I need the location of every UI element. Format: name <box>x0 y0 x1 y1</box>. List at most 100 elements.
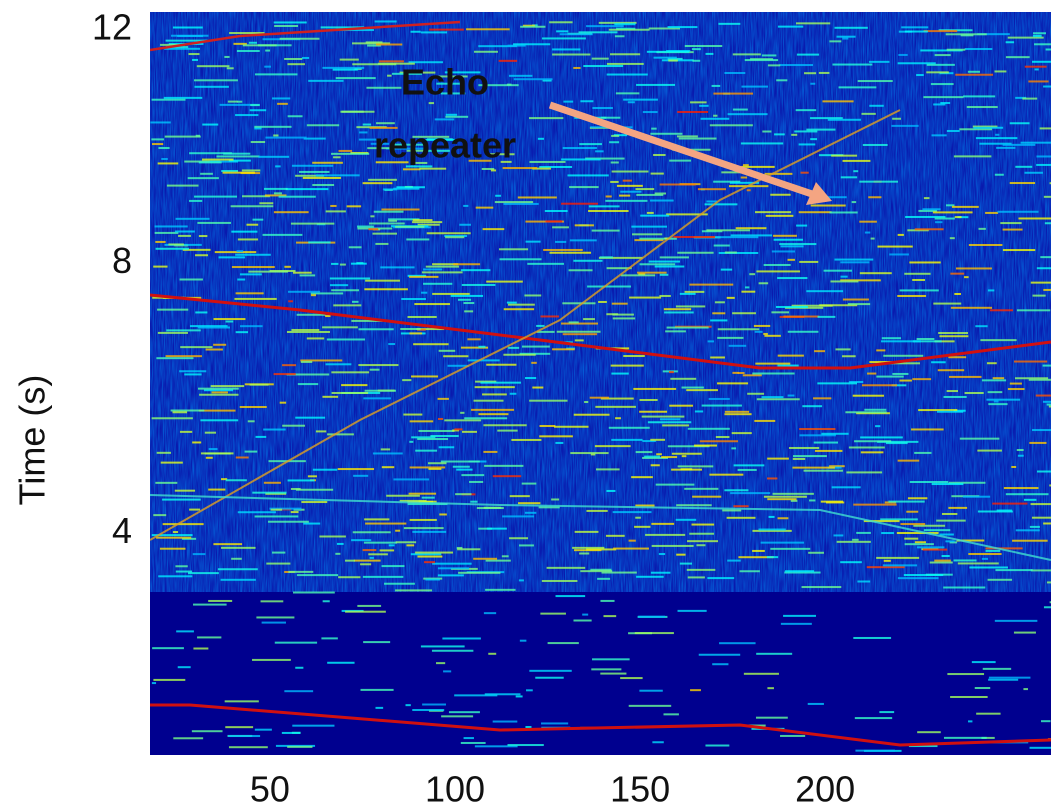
streak <box>934 54 951 57</box>
streak <box>484 693 521 696</box>
streak <box>1002 228 1023 231</box>
streak <box>503 308 535 311</box>
streak <box>529 669 572 672</box>
streak <box>235 292 264 295</box>
streak <box>707 340 715 343</box>
streak <box>282 364 297 367</box>
streak <box>727 113 768 116</box>
streak <box>365 279 400 282</box>
streak <box>653 153 666 156</box>
streak <box>384 582 415 585</box>
streak <box>862 143 888 146</box>
streak <box>193 647 209 650</box>
streak <box>1029 441 1047 444</box>
streak <box>943 736 987 739</box>
streak <box>189 508 201 511</box>
streak <box>402 168 421 171</box>
streak <box>241 169 261 172</box>
streak <box>244 450 258 453</box>
streak <box>752 372 795 375</box>
streak <box>679 292 696 295</box>
streak <box>409 420 434 423</box>
streak <box>950 306 993 309</box>
streak <box>417 555 443 558</box>
streak <box>639 398 658 401</box>
streak <box>1009 122 1030 125</box>
streak <box>428 467 442 470</box>
streak <box>406 238 430 241</box>
streak <box>755 716 788 719</box>
streak <box>586 509 608 512</box>
streak <box>490 169 497 172</box>
streak <box>422 703 447 706</box>
streak <box>849 381 864 384</box>
streak <box>684 487 719 490</box>
streak <box>861 112 876 115</box>
streak <box>182 537 197 540</box>
streak <box>284 265 291 268</box>
streak <box>331 289 360 292</box>
streak <box>367 44 381 47</box>
streak <box>369 368 380 371</box>
streak <box>898 53 908 56</box>
streak <box>799 428 836 431</box>
streak <box>1023 688 1028 691</box>
streak <box>287 479 315 482</box>
streak <box>779 243 817 246</box>
streak <box>764 334 781 337</box>
streak <box>235 253 271 256</box>
streak <box>1002 249 1036 252</box>
streak <box>810 82 816 85</box>
streak <box>372 452 403 455</box>
streak <box>483 424 527 427</box>
streak <box>364 288 408 291</box>
streak <box>519 544 534 547</box>
streak <box>859 220 877 223</box>
streak <box>254 125 292 128</box>
streak <box>456 546 463 549</box>
streak <box>412 219 433 222</box>
streak <box>300 360 313 363</box>
streak <box>620 190 642 193</box>
streak <box>609 141 620 144</box>
streak <box>777 354 804 357</box>
streak <box>853 170 859 173</box>
streak <box>175 565 188 568</box>
streak <box>988 678 1019 681</box>
streak <box>285 188 329 191</box>
streak <box>157 331 188 334</box>
streak <box>818 71 830 74</box>
streak <box>413 343 449 346</box>
streak <box>495 194 502 197</box>
streak <box>860 451 884 454</box>
streak <box>992 377 1005 380</box>
streak <box>461 430 477 433</box>
streak <box>376 122 395 125</box>
streak <box>1022 97 1038 100</box>
streak <box>880 518 918 521</box>
x-tick-label: 50 <box>250 769 290 810</box>
streak <box>741 165 775 168</box>
streak <box>478 345 486 348</box>
streak <box>559 33 593 36</box>
streak <box>981 379 1007 382</box>
streak <box>569 239 597 242</box>
streak <box>712 312 726 315</box>
streak <box>904 272 931 275</box>
streak <box>904 543 934 546</box>
streak <box>153 265 168 268</box>
streak <box>1043 522 1051 525</box>
streak <box>421 496 435 499</box>
streak <box>831 154 858 157</box>
streak <box>227 100 238 103</box>
streak <box>353 474 369 477</box>
streak <box>335 77 376 80</box>
streak <box>220 578 256 581</box>
streak <box>179 370 207 373</box>
annotation: Echo <box>401 62 489 103</box>
streak <box>655 483 695 486</box>
streak <box>677 465 714 468</box>
streak <box>857 80 893 83</box>
streak <box>992 502 1028 505</box>
streak <box>552 348 575 351</box>
